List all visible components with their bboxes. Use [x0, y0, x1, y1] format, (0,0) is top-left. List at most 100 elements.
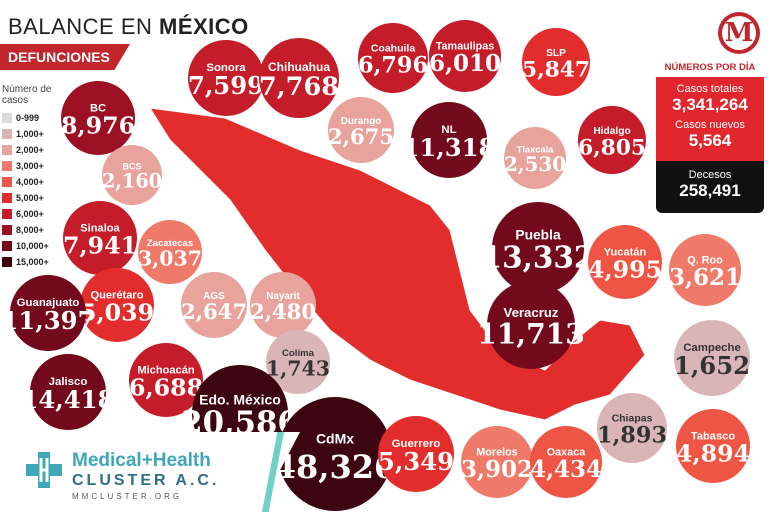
legend-entry: 2,000+: [0, 142, 62, 158]
bubble-value: 8,976: [61, 112, 135, 140]
bubble-value: 7,768: [259, 72, 339, 102]
milenio-logo: M: [718, 12, 760, 54]
bubble-value: 3,902: [461, 456, 533, 483]
bubble-name: BCS: [122, 162, 141, 172]
legend-label: 8,000+: [16, 225, 44, 235]
legend-swatch: [2, 177, 12, 187]
bubble-circle: [181, 272, 247, 338]
bubble-name: Veracruz: [504, 305, 559, 320]
bubble-name: Sinaloa: [80, 222, 120, 234]
legend-label: 10,000+: [16, 241, 49, 251]
bubble-name: Jalisco: [49, 376, 88, 388]
bubble-value: 2,647: [181, 299, 247, 324]
bubble-circle: [63, 201, 137, 275]
bubble-name: Q. Roo: [687, 255, 723, 267]
bubble-name: Tabasco: [691, 430, 735, 442]
bubble-value: 1,893: [597, 423, 667, 449]
bubble-circle: [522, 28, 590, 96]
legend-entry: 3,000+: [0, 158, 62, 174]
legend-swatch: [2, 161, 12, 171]
legend-entry: 6,000+: [0, 206, 62, 222]
total-cases-label: Casos totales: [676, 83, 744, 95]
bubble-circle: [411, 102, 487, 178]
legend-label: 15,000+: [16, 257, 49, 267]
bubble-value: 11,713: [477, 317, 585, 350]
stats-deaths-box: Decesos 258,491: [656, 161, 764, 213]
bubble-name: Michoacán: [137, 364, 195, 376]
bubble-circle: [378, 416, 454, 492]
legend-swatch: [2, 241, 12, 251]
bubble-value: 4,434: [530, 456, 602, 483]
bubble-value: 11,397: [1, 306, 94, 335]
legend-swatch: [2, 145, 12, 155]
bubble-name: BC: [90, 102, 106, 114]
legend-entry: 15,000+: [0, 254, 62, 270]
title-part-1: BALANCE EN: [8, 14, 159, 39]
bubble-circle: [492, 202, 584, 294]
bubble-name: Durango: [341, 116, 382, 127]
title-part-2: MÉXICO: [159, 14, 249, 39]
bubble-value: 3,621: [669, 264, 741, 291]
bubble-name: Yucatán: [604, 246, 647, 258]
bubble-value: 14,418: [21, 385, 114, 414]
bubble-value: 7,599: [188, 71, 264, 100]
legend-label: 5,000+: [16, 193, 44, 203]
bubble-circle: [188, 40, 264, 116]
bubble-circle: [61, 81, 135, 155]
bubble-value: 13,332: [482, 239, 595, 274]
brand-banner: Medical+Health CLUSTER A.C. MMCLUSTER.OR…: [0, 432, 300, 512]
bubble-circle: [588, 225, 662, 299]
stats-cases-box: Casos totales 3,341,264 Casos nuevos 5,5…: [656, 77, 764, 161]
bubble-name: AGS: [203, 291, 225, 302]
bubble-value: 4,995: [588, 256, 662, 284]
bubble-name: Oaxaca: [547, 447, 586, 459]
new-cases-value: 5,564: [688, 131, 732, 150]
bubble-value: 6,805: [578, 135, 646, 160]
bubble-name: Tamaulipas: [436, 41, 495, 53]
bubble-circle: [597, 393, 667, 463]
bubble-circle: [250, 272, 316, 338]
bubble-value: 2,160: [102, 170, 162, 193]
legend-entry: 10,000+: [0, 238, 62, 254]
bubble-circle: [487, 281, 575, 369]
bubble-value: 7,941: [63, 232, 137, 260]
bubble-value: 1,743: [266, 356, 330, 380]
legend-entry: 8,000+: [0, 222, 62, 238]
bubble-circle: [102, 145, 162, 205]
legend-label: 6,000+: [16, 209, 44, 219]
legend-rows: 0-999 1,000+ 2,000+ 3,000+ 4,000+ 5,000+ 6,000…: [0, 110, 62, 270]
bubble-circle: [578, 106, 646, 174]
bubble-value: 2,530: [504, 152, 566, 176]
bubble-name: Hidalgo: [593, 126, 630, 137]
legend-label: 4,000+: [16, 177, 44, 187]
legend-swatch: [2, 193, 12, 203]
bubble-name: Chiapas: [612, 413, 653, 425]
legend-swatch: [2, 209, 12, 219]
bubble-circle: [80, 268, 154, 342]
bubble-value: 4,894: [676, 440, 750, 468]
bubble-name: Zacatecas: [147, 238, 193, 249]
legend-title: Número de casos: [2, 84, 52, 106]
bubble-circle: [530, 426, 602, 498]
bubble-name: Querétaro: [90, 289, 143, 301]
brand-url: MMCLUSTER.ORG: [72, 492, 183, 501]
deaths-label: Decesos: [688, 169, 732, 181]
bubble-circle: [669, 234, 741, 306]
bubble-value: 5,349: [378, 447, 454, 476]
